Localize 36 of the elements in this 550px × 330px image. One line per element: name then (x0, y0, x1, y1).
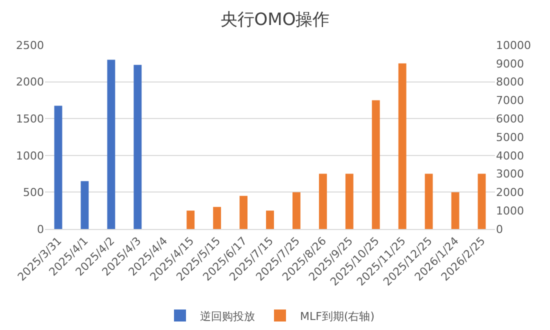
bar (266, 210, 274, 229)
y2-tick-label: 4000 (496, 149, 524, 162)
bar (107, 60, 116, 229)
bar (451, 192, 460, 229)
bar (186, 210, 195, 229)
y2-tick-label: 8000 (496, 76, 524, 89)
bar (372, 100, 380, 229)
chart-title: 央行OMO操作 (220, 10, 330, 30)
bar (213, 206, 222, 229)
bar (398, 63, 406, 229)
y-tick-label: 1500 (16, 112, 44, 126)
y2-tick-label: 6000 (496, 112, 524, 126)
legend-label: MLF到期(右轴) (300, 310, 375, 323)
bar (318, 174, 327, 229)
bar (54, 106, 62, 229)
bar (345, 174, 354, 229)
bar (292, 192, 300, 229)
y-tick-label: 2500 (16, 38, 44, 52)
y2-tick-label: 3000 (496, 168, 524, 181)
y-tick-label: 2000 (16, 76, 44, 89)
y2-tick-label: 10000 (496, 38, 531, 52)
bar (80, 181, 89, 229)
legend-label: 逆回购投放 (200, 310, 255, 323)
y2-tick-label: 1000 (496, 204, 524, 218)
bar (240, 196, 248, 229)
y2-tick-label: 2000 (496, 186, 524, 200)
bar (134, 64, 142, 229)
bar (478, 174, 486, 229)
y-tick-label: 500 (23, 186, 44, 200)
y-tick-label: 0 (37, 222, 44, 236)
y-tick-label: 1000 (16, 149, 44, 162)
y2-tick-label: 0 (496, 222, 503, 236)
y2-tick-label: 5000 (496, 130, 524, 144)
bar (424, 174, 433, 229)
y2-tick-label: 7000 (496, 94, 524, 108)
y2-tick-label: 9000 (496, 57, 524, 70)
